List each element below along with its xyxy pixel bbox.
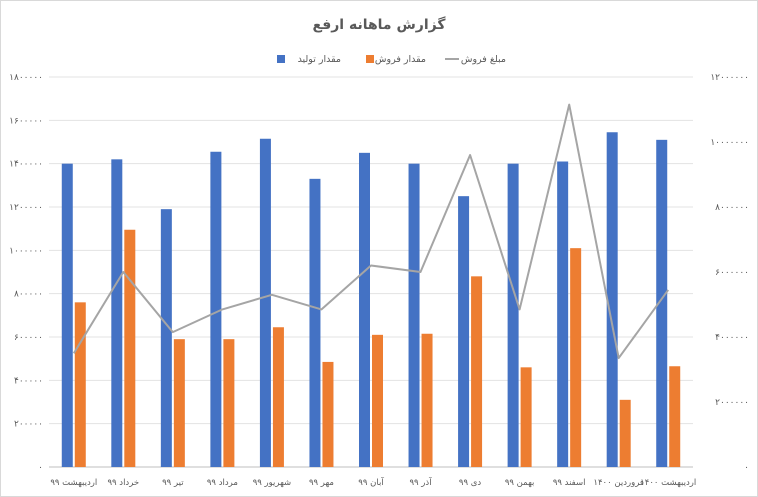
bar-sales-quantity [173,339,185,467]
bar-sales-quantity [669,366,681,467]
bar-sales-quantity [372,334,383,467]
right-tick-label: ۶۰۰۰۰۰۰ [715,268,749,278]
left-tick-label: ۱۸۰۰۰۰۰ [9,73,43,83]
bar-production [61,163,73,467]
line-sales-amount [72,103,670,360]
category-label: بهمن ۹۹ [505,478,535,488]
bar-sales-quantity [322,361,334,467]
left-tick-label: ۱۲۰۰۰۰۰ [9,203,43,213]
bar-sales-quantity [619,399,631,467]
bar-sales-quantity [421,333,433,467]
chart-title: گزارش ماهانه ارفع [313,16,447,33]
chart-legend: مقدار تولید مقدار فروش مبلغ فروش [277,54,506,65]
right-tick-label: ۱۰۰۰۰۰۰۰ [710,138,749,148]
bar-production [359,152,370,468]
bar-production [160,209,172,467]
bar-production [557,161,569,467]
right-axis: ۰ ۲۰۰۰۰۰۰ ۴۰۰۰۰۰۰ ۶۰۰۰۰۰۰ ۸۰۰۰۰۰۰ ۱۰۰۰۰۰۰۰ ۱۲۰… [710,73,749,473]
left-axis: ۰ ۲۰۰۰۰۰ ۴۰۰۰۰۰ ۶۰۰۰۰۰ ۸۰۰۰۰۰ ۱۰۰۰۰۰۰ ۱۲۰۰۰۰۰ ۱… [9,73,43,473]
left-tick-label: ۱۰۰۰۰۰۰ [9,246,43,256]
left-tick-label: ۲۰۰۰۰۰ [14,420,43,430]
bar-sales-quantity [520,367,532,467]
category-label: فروردین ۱۴۰۰ [593,478,644,488]
left-tick-label: ۶۰۰۰۰۰ [14,333,43,343]
bar-production [309,178,321,468]
bar-sales-quantity [471,276,483,467]
bar-sales-quantity [570,248,582,467]
legend-swatch-sales-quantity [366,55,374,63]
right-tick-label: ۴۰۰۰۰۰۰ [715,333,749,343]
bar-sales-quantity [272,327,284,467]
bar-production [259,138,271,467]
category-label: آبان ۹۹ [358,476,384,488]
left-tick-label: ۰ [38,463,43,473]
bar-production [507,163,519,467]
category-label: اردیبهشت ۱۴۰۰ [640,478,696,488]
gridlines [49,76,693,468]
right-tick-label: ۰ [744,463,749,473]
category-label: اردیبهشت ۹۹ [50,478,97,488]
legend-swatch-production [277,55,285,63]
line-series [72,103,670,360]
category-label: مهر ۹۹ [309,478,334,488]
right-tick-label: ۲۰۰۰۰۰۰ [715,398,749,408]
category-label: آذر ۹۹ [409,476,432,488]
bars [61,132,681,468]
category-label: خرداد ۹۹ [107,478,139,488]
bar-sales-quantity [74,302,86,467]
category-axis: اردیبهشت ۹۹ خرداد ۹۹ تیر ۹۹ مرداد ۹۹ شهریور … [50,476,696,488]
legend-label-production: مقدار تولید [298,54,341,65]
right-tick-label: ۸۰۰۰۰۰۰ [715,203,749,213]
left-tick-label: ۴۰۰۰۰۰ [14,376,43,386]
category-label: اسفند ۹۹ [553,478,586,488]
left-tick-label: ۸۰۰۰۰۰ [14,290,43,300]
bar-production [111,159,123,468]
left-tick-label: ۱۴۰۰۰۰۰ [9,160,43,170]
bar-production [606,132,618,467]
category-label: دی ۹۹ [459,478,481,488]
legend-label-sales-quantity: مقدار فروش [375,54,426,65]
bar-sales-quantity [223,339,235,467]
bar-production [210,151,222,467]
category-label: شهریور ۹۹ [253,478,291,488]
category-label: مرداد ۹۹ [207,478,238,488]
bar-production [656,139,668,468]
right-tick-label: ۱۲۰۰۰۰۰۰ [710,73,749,83]
bar-production [408,163,420,467]
legend-label-sales-amount: مبلغ فروش [461,54,506,65]
category-label: تیر ۹۹ [162,478,184,488]
bar-sales-quantity [124,229,136,467]
left-tick-label: ۱۶۰۰۰۰۰ [9,116,43,126]
bar-production [458,196,470,467]
